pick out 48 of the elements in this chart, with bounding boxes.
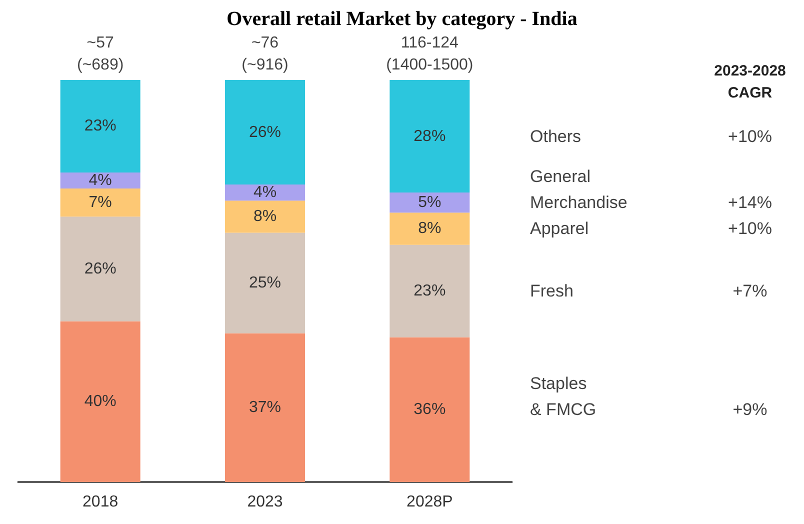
- data-label: 28%: [414, 128, 446, 145]
- text: Apparel: [530, 219, 589, 238]
- data-label: 23%: [414, 282, 446, 300]
- text: +9%: [732, 400, 768, 420]
- data-label: 25%: [248, 274, 282, 292]
- data-label: 4%: [88, 172, 112, 189]
- bar: [60, 188, 140, 217]
- bar: [390, 80, 470, 193]
- text: +10%: [728, 219, 772, 238]
- bar: [60, 216, 140, 322]
- bar: [225, 333, 305, 482]
- bar: [60, 321, 140, 482]
- bar: [60, 80, 140, 172]
- chart-title: Overall retail Market by category - India: [226, 8, 578, 30]
- text: +7%: [732, 282, 768, 301]
- data-label: 26%: [84, 260, 116, 278]
- total-label: 116-124 (1400-1500): [386, 34, 474, 74]
- bar: [225, 200, 305, 233]
- data-label: 5%: [418, 194, 442, 212]
- bar: [225, 184, 305, 201]
- data-label: 26%: [248, 124, 282, 141]
- text: +10%: [728, 126, 772, 146]
- bar: [60, 172, 140, 189]
- text: Staples & FMCG: [530, 374, 596, 420]
- total-label: ~76 (~916): [242, 34, 288, 74]
- data-label: 23%: [84, 118, 116, 135]
- data-label: 36%: [414, 401, 446, 418]
- bar: [225, 80, 305, 185]
- text: Others: [530, 126, 582, 146]
- x-tick-label: 2028P: [406, 494, 453, 510]
- data-label: 40%: [84, 393, 116, 410]
- data-label: 7%: [88, 194, 112, 212]
- bar: [390, 212, 470, 245]
- bar: [390, 244, 470, 338]
- text: +14%: [728, 193, 772, 212]
- data-label: 37%: [248, 399, 282, 416]
- data-label: 8%: [418, 220, 442, 238]
- text: 2023-2028 CAGR: [714, 62, 786, 102]
- x-tick-label: 2023: [247, 494, 283, 510]
- data-label: 4%: [253, 184, 277, 202]
- total-label: ~57 (~689): [76, 34, 124, 74]
- text: Fresh: [530, 282, 574, 301]
- bar: [390, 337, 470, 482]
- text: General Merchandise: [530, 167, 628, 212]
- x-tick-label: 2018: [82, 494, 118, 510]
- bar: [225, 232, 305, 334]
- data-label: 8%: [253, 208, 277, 226]
- bar: [390, 192, 470, 213]
